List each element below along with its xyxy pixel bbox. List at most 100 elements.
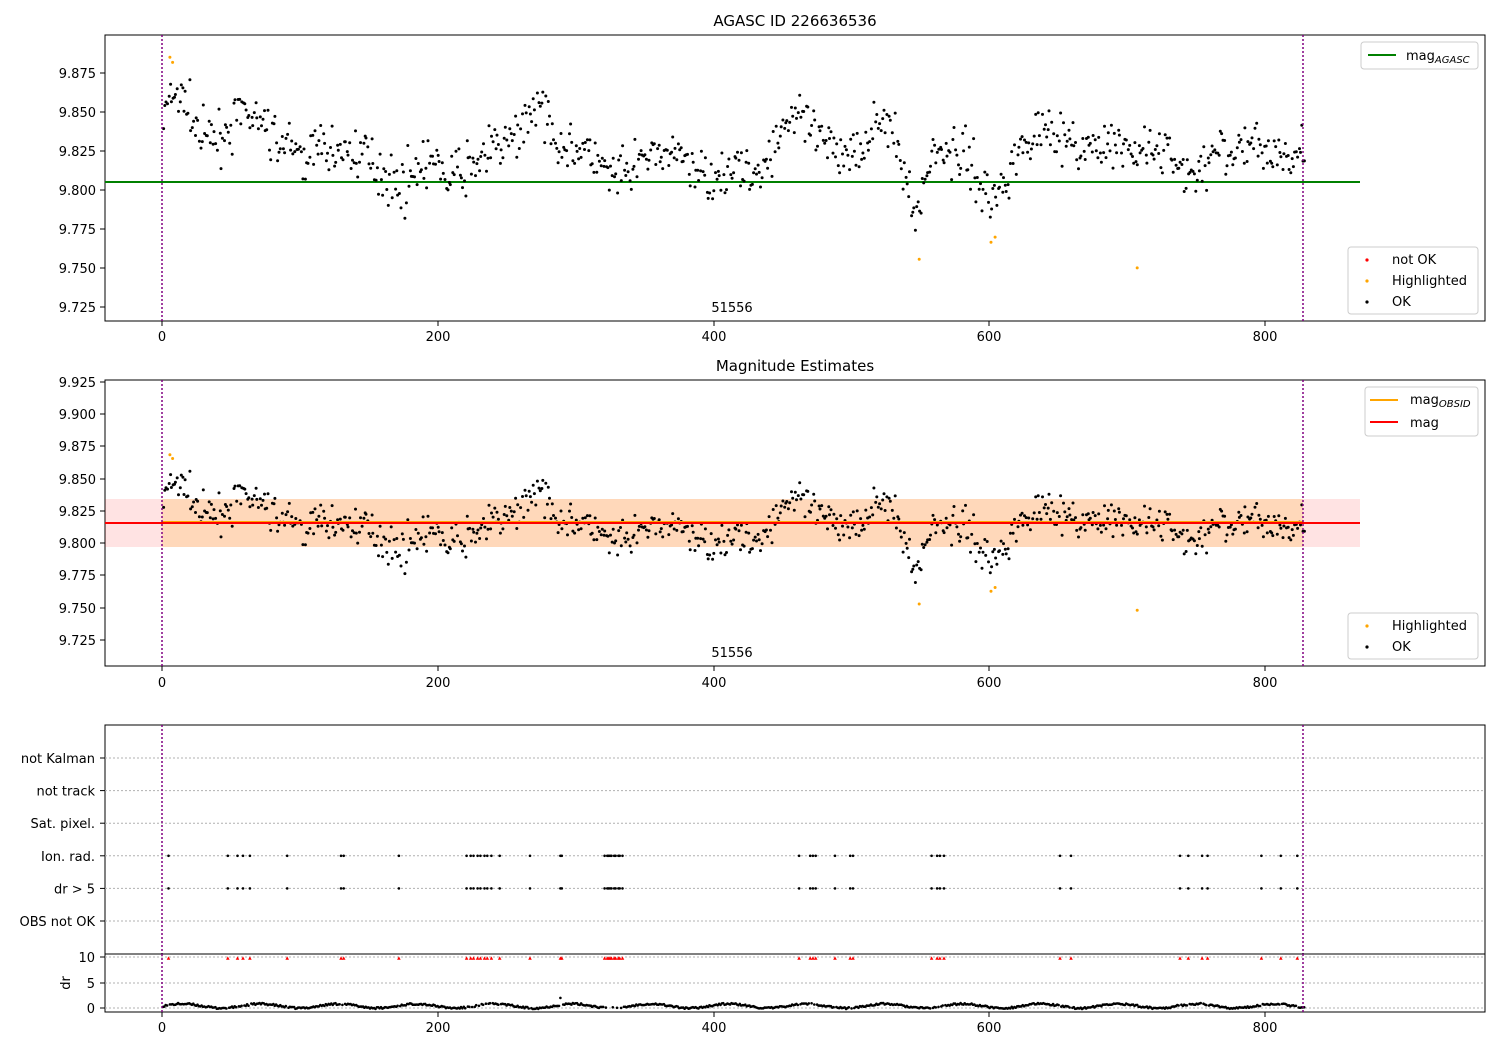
data-point-ok (229, 503, 233, 507)
flag-point (236, 887, 239, 890)
data-point-ok (404, 560, 408, 564)
data-point-ok (1133, 141, 1137, 145)
data-point-ok (196, 118, 200, 122)
data-point-ok (308, 527, 312, 530)
flag-point (1279, 887, 1283, 890)
flag-point (935, 854, 939, 858)
data-point-ok (463, 544, 466, 548)
data-point-ok (478, 537, 482, 540)
data-point-ok (852, 149, 856, 153)
flag-point (226, 854, 230, 858)
data-point-ok (248, 505, 252, 509)
data-point-ok (385, 188, 389, 191)
data-point-ok (1014, 172, 1018, 176)
data-point-ok (1171, 170, 1175, 174)
data-point-ok (896, 139, 900, 143)
data-point-ok (286, 132, 290, 136)
data-point-ok (832, 512, 836, 516)
flag-category-label: dr > 5 (54, 882, 95, 897)
data-point-ok (414, 528, 418, 531)
data-point-ok (1180, 163, 1184, 166)
data-point-ok (501, 527, 505, 531)
data-point-ok (256, 506, 260, 509)
data-point-highlighted (989, 589, 993, 593)
data-point-ok (774, 504, 778, 508)
data-point-ok (291, 524, 295, 528)
flag-point (808, 854, 812, 858)
data-point-ok (916, 560, 920, 564)
x-tick-label: 200 (426, 330, 451, 345)
data-point-ok (922, 181, 926, 185)
data-point-ok (505, 514, 509, 518)
data-point-ok (773, 150, 777, 154)
data-point-ok (315, 143, 319, 147)
data-point-ok (167, 94, 171, 98)
data-point-ok (661, 535, 665, 539)
data-point-ok (719, 188, 723, 192)
data-point-ok (1071, 501, 1075, 505)
data-point-ok (875, 113, 879, 116)
dr-clipped-marker (1295, 956, 1300, 960)
dr-clipped-marker (248, 956, 252, 960)
data-point-ok (828, 137, 831, 140)
data-point-ok (260, 503, 263, 507)
data-point-ok (336, 143, 340, 147)
data-point-ok (1032, 511, 1036, 515)
data-point-ok (431, 526, 434, 530)
data-point-ok (670, 523, 674, 527)
y-tick-label: 9.725 (59, 301, 96, 316)
data-point-ok (1102, 151, 1106, 155)
x-tick-label: 0 (158, 676, 166, 691)
data-point-ok (1245, 160, 1249, 163)
data-point-ok (871, 513, 875, 517)
data-point-ok (230, 152, 234, 156)
dr-point (527, 1007, 530, 1010)
data-point-ok (1103, 504, 1106, 508)
flag-point (942, 887, 946, 890)
data-point-ok (208, 516, 212, 520)
data-point-ok (196, 499, 200, 503)
data-point-ok (441, 171, 445, 175)
data-point-ok (220, 136, 224, 140)
data-point-ok (1017, 145, 1021, 149)
data-point-ok (261, 117, 265, 121)
data-point-ok (1287, 168, 1291, 171)
dr-clipped-marker (1186, 956, 1191, 960)
flag-point (1187, 887, 1190, 890)
data-point-ok (426, 514, 430, 518)
flag-point (342, 854, 346, 858)
data-point-ok (275, 516, 279, 520)
data-point-ok (995, 203, 999, 207)
data-point-ok (490, 134, 493, 138)
data-point-ok (1199, 526, 1203, 530)
dr-clipped-marker (1200, 956, 1204, 960)
data-point-ok (657, 143, 661, 147)
data-point-ok (219, 535, 223, 539)
data-point-ok (940, 148, 943, 151)
data-point-ok (1042, 127, 1046, 131)
data-point-ok (1096, 527, 1100, 531)
data-point-ok (802, 110, 806, 113)
data-point-ok (1048, 517, 1052, 521)
data-point-ok (973, 542, 977, 546)
data-point-ok (531, 483, 535, 487)
x-tick-label: 800 (1253, 676, 1278, 691)
data-point-ok (899, 535, 903, 539)
data-point-ok (243, 102, 247, 106)
data-point-ok (360, 524, 364, 528)
data-point-ok (961, 509, 965, 513)
data-point-ok (421, 140, 425, 143)
data-point-ok (458, 173, 462, 177)
data-point-ok (348, 141, 352, 145)
data-point-ok (1170, 529, 1174, 533)
data-point-ok (767, 139, 771, 143)
data-point-ok (1132, 531, 1136, 535)
data-point-ok (448, 183, 452, 187)
flag-point (1200, 887, 1204, 890)
data-point-ok (1019, 137, 1022, 141)
data-point-ok (755, 539, 758, 543)
data-point-ok (611, 527, 615, 531)
data-point-ok (440, 531, 444, 535)
data-point-ok (1298, 147, 1301, 151)
data-point-ok (720, 151, 724, 155)
